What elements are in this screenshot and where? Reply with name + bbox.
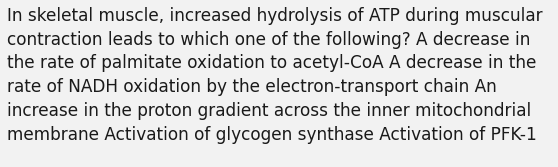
Text: In skeletal muscle, increased hydrolysis of ATP during muscular
contraction lead: In skeletal muscle, increased hydrolysis… <box>7 7 542 144</box>
